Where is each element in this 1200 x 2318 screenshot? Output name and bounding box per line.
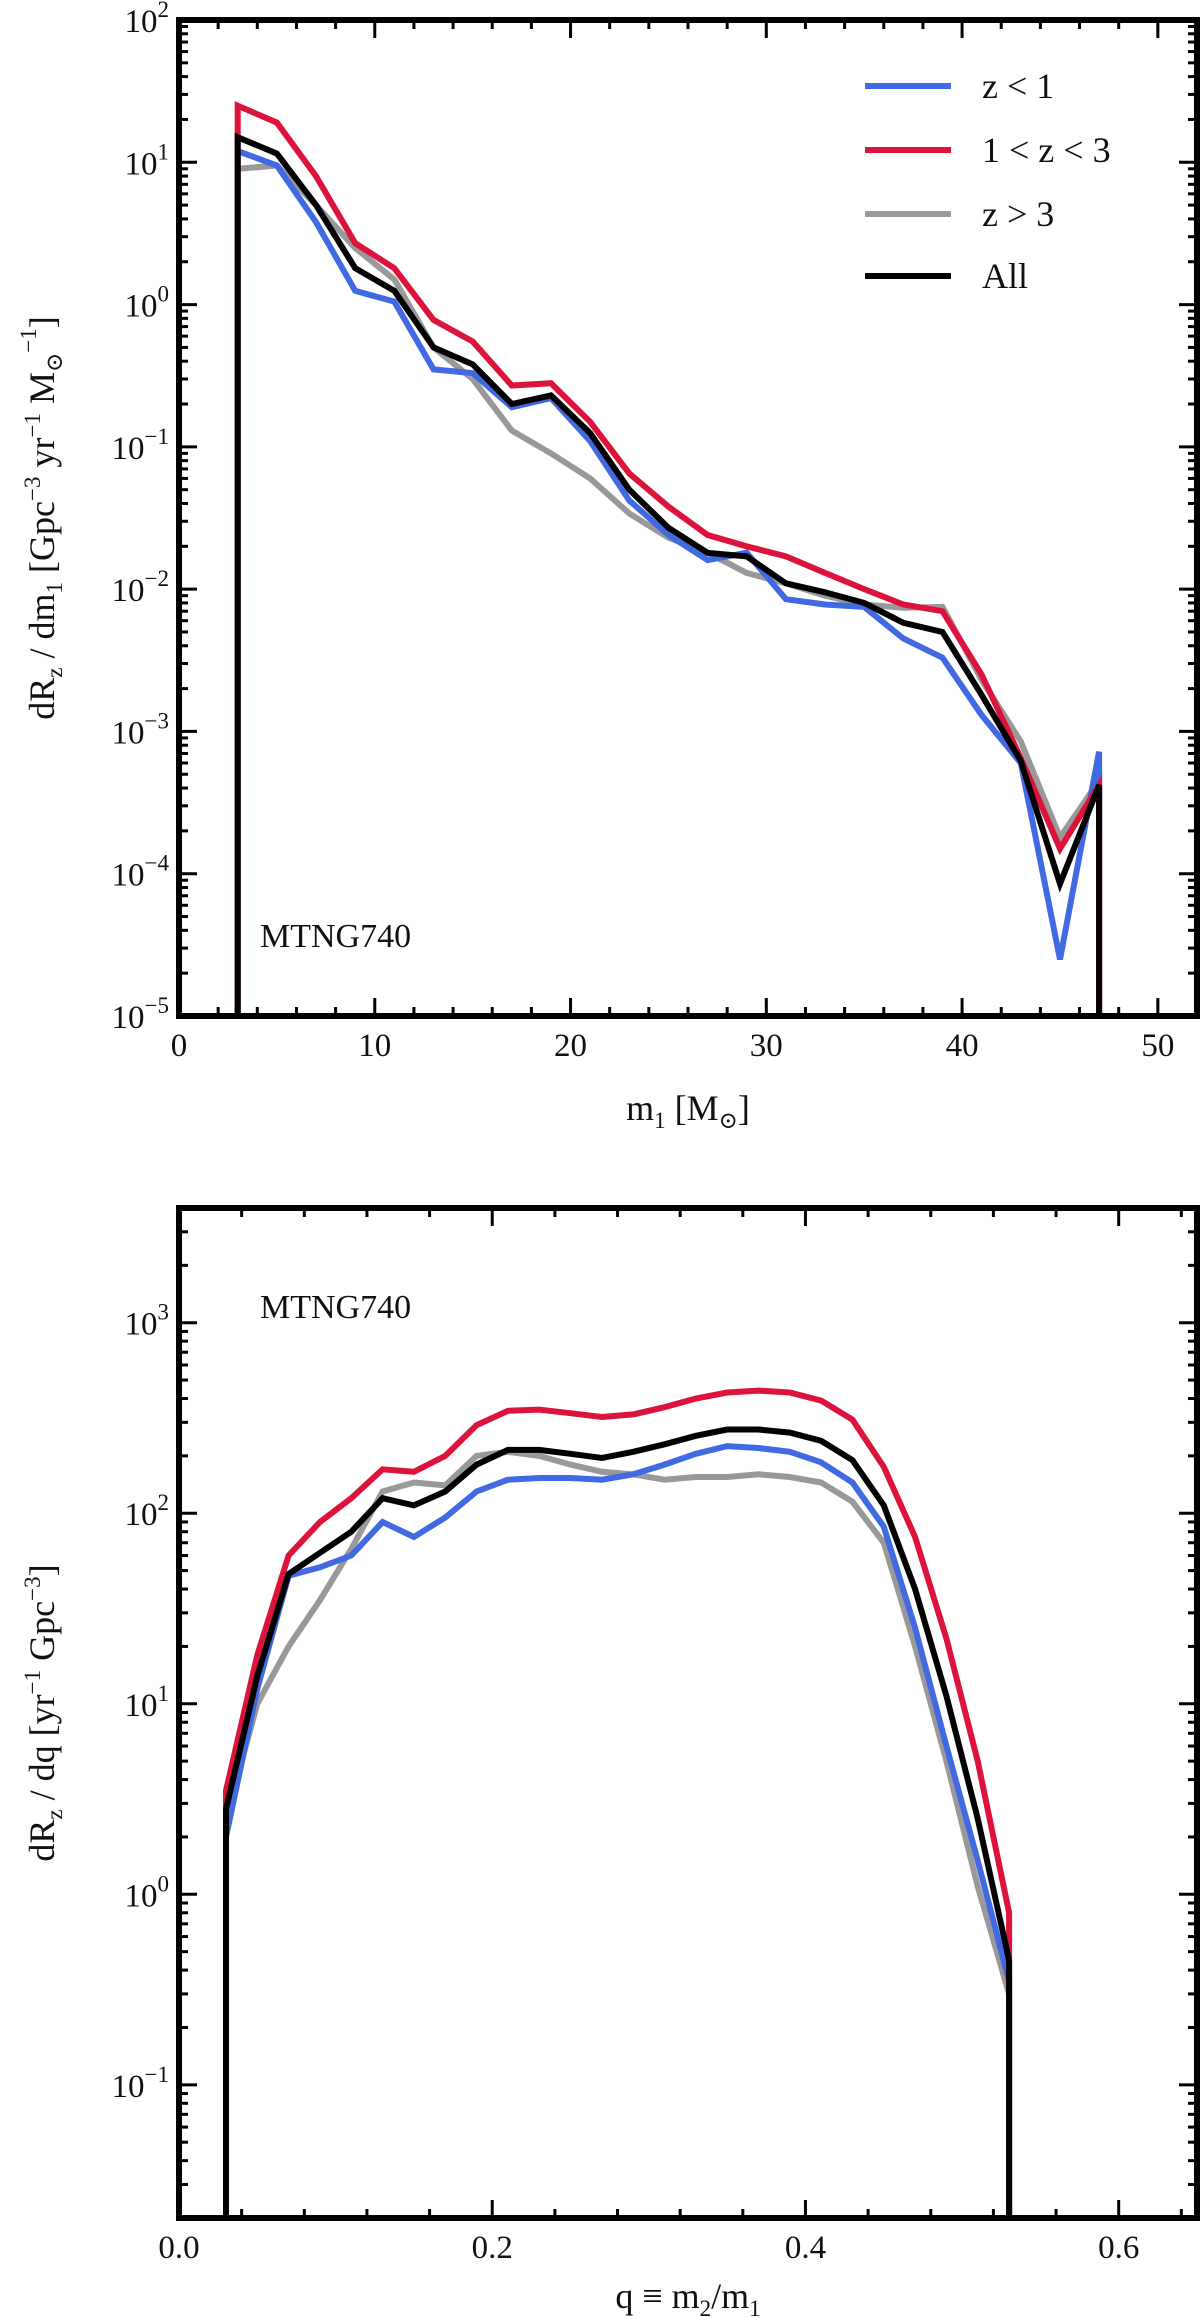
mass-ratio-x-tick-label: 0.2 bbox=[472, 2230, 513, 2266]
mass-x-tick-label: 40 bbox=[946, 1028, 979, 1064]
mass-ratio-y-tick-label: 10−1 bbox=[112, 2062, 169, 2105]
legend-label-all: All bbox=[982, 256, 1028, 296]
mass-x-tick-label: 50 bbox=[1141, 1028, 1174, 1064]
mass-ratio-panel: 0.0 0.2 0.4 0.6 10−1 100 101 102 103 MTNG740 q … bbox=[20, 1205, 1200, 2318]
mass-ratio-series-z-1-3 bbox=[223, 1387, 1013, 2218]
mass-ratio-series-z-gt-3 bbox=[223, 1448, 1013, 2218]
mass-ratio-y-tick-label: 100 bbox=[125, 1871, 170, 1914]
mass-ratio-y-ticks: 10−1 100 101 102 103 bbox=[112, 1206, 1197, 2220]
mass-x-ticks: 0 10 20 30 40 50 bbox=[171, 20, 1199, 1064]
mass-ratio-y-tick-label: 103 bbox=[125, 1300, 170, 1343]
mass-y-tick-label: 100 bbox=[125, 282, 170, 325]
mass-ratio-x-tick-label: 0.4 bbox=[785, 2230, 826, 2266]
mass-x-tick-label: 0 bbox=[171, 1028, 188, 1064]
mass-ratio-plot-frame bbox=[176, 1205, 1200, 2221]
legend-label-z-gt-3: z > 3 bbox=[982, 194, 1054, 234]
mass-ratio-y-tick-label: 102 bbox=[125, 1490, 170, 1533]
mass-y-tick-label: 101 bbox=[125, 139, 170, 182]
mass-x-tick-label: 20 bbox=[554, 1028, 587, 1064]
mass-distribution-panel: 0 10 20 30 40 50 10−510−410−310−210−110010110… bbox=[16, 0, 1200, 1133]
mass-ratio-series-z-lt-1 bbox=[223, 1443, 1013, 2218]
mass-ratio-x-axis-label: q ≡ m2/m1 bbox=[615, 2276, 760, 2318]
mass-x-tick-label: 30 bbox=[750, 1028, 783, 1064]
mass-ratio-x-tick-label: 0.6 bbox=[1098, 2230, 1139, 2266]
mass-series-z-1-3 bbox=[234, 101, 1103, 1016]
mass-series-z-lt-1 bbox=[234, 146, 1103, 1016]
mass-annotation: MTNG740 bbox=[260, 918, 411, 955]
mass-series-all bbox=[234, 132, 1103, 1016]
mass-y-ticks: 10−5 10−4 10−3 10−2 10−1 100 101 102 bbox=[112, 0, 1197, 1036]
mass-y-tick-label: 10−2 bbox=[112, 566, 169, 609]
legend-label-z-lt-1: z < 1 bbox=[982, 66, 1054, 106]
mass-y-tick-label: 102 bbox=[125, 0, 170, 40]
mass-ratio-annotation: MTNG740 bbox=[260, 1289, 411, 1326]
mass-ratio-x-ticks: 0.0 0.2 0.4 0.6 bbox=[158, 1208, 1183, 2266]
mass-y-tick-label: 10−3 bbox=[112, 708, 169, 751]
legend-label-z-1-3: 1 < z < 3 bbox=[982, 130, 1111, 170]
mass-y-tick-label: 10−1 bbox=[112, 424, 169, 467]
mass-ratio-x-tick-label: 0.0 bbox=[158, 2230, 199, 2266]
mass-ratio-y-axis-label: dRz / dq [yr−1 Gpc−3] bbox=[20, 1564, 67, 1861]
mass-ratio-series-all bbox=[223, 1426, 1013, 2218]
mass-ratio-series-group bbox=[223, 1387, 1013, 2218]
mass-y-axis-label: dRz / dm1 [Gpc−3 yr−1 M⊙−1] bbox=[16, 316, 67, 719]
mass-x-tick-label: 10 bbox=[358, 1028, 391, 1064]
mass-x-axis-label: m1 [M⊙] bbox=[626, 1088, 750, 1133]
mass-y-tick-label: 10−4 bbox=[112, 851, 170, 894]
mass-ratio-y-tick-label: 101 bbox=[125, 1681, 170, 1724]
mass-y-tick-label: 10−5 bbox=[112, 993, 169, 1036]
legend: z < 1 1 < z < 3 z > 3 All bbox=[865, 66, 1111, 296]
mass-series-group bbox=[234, 101, 1103, 1016]
